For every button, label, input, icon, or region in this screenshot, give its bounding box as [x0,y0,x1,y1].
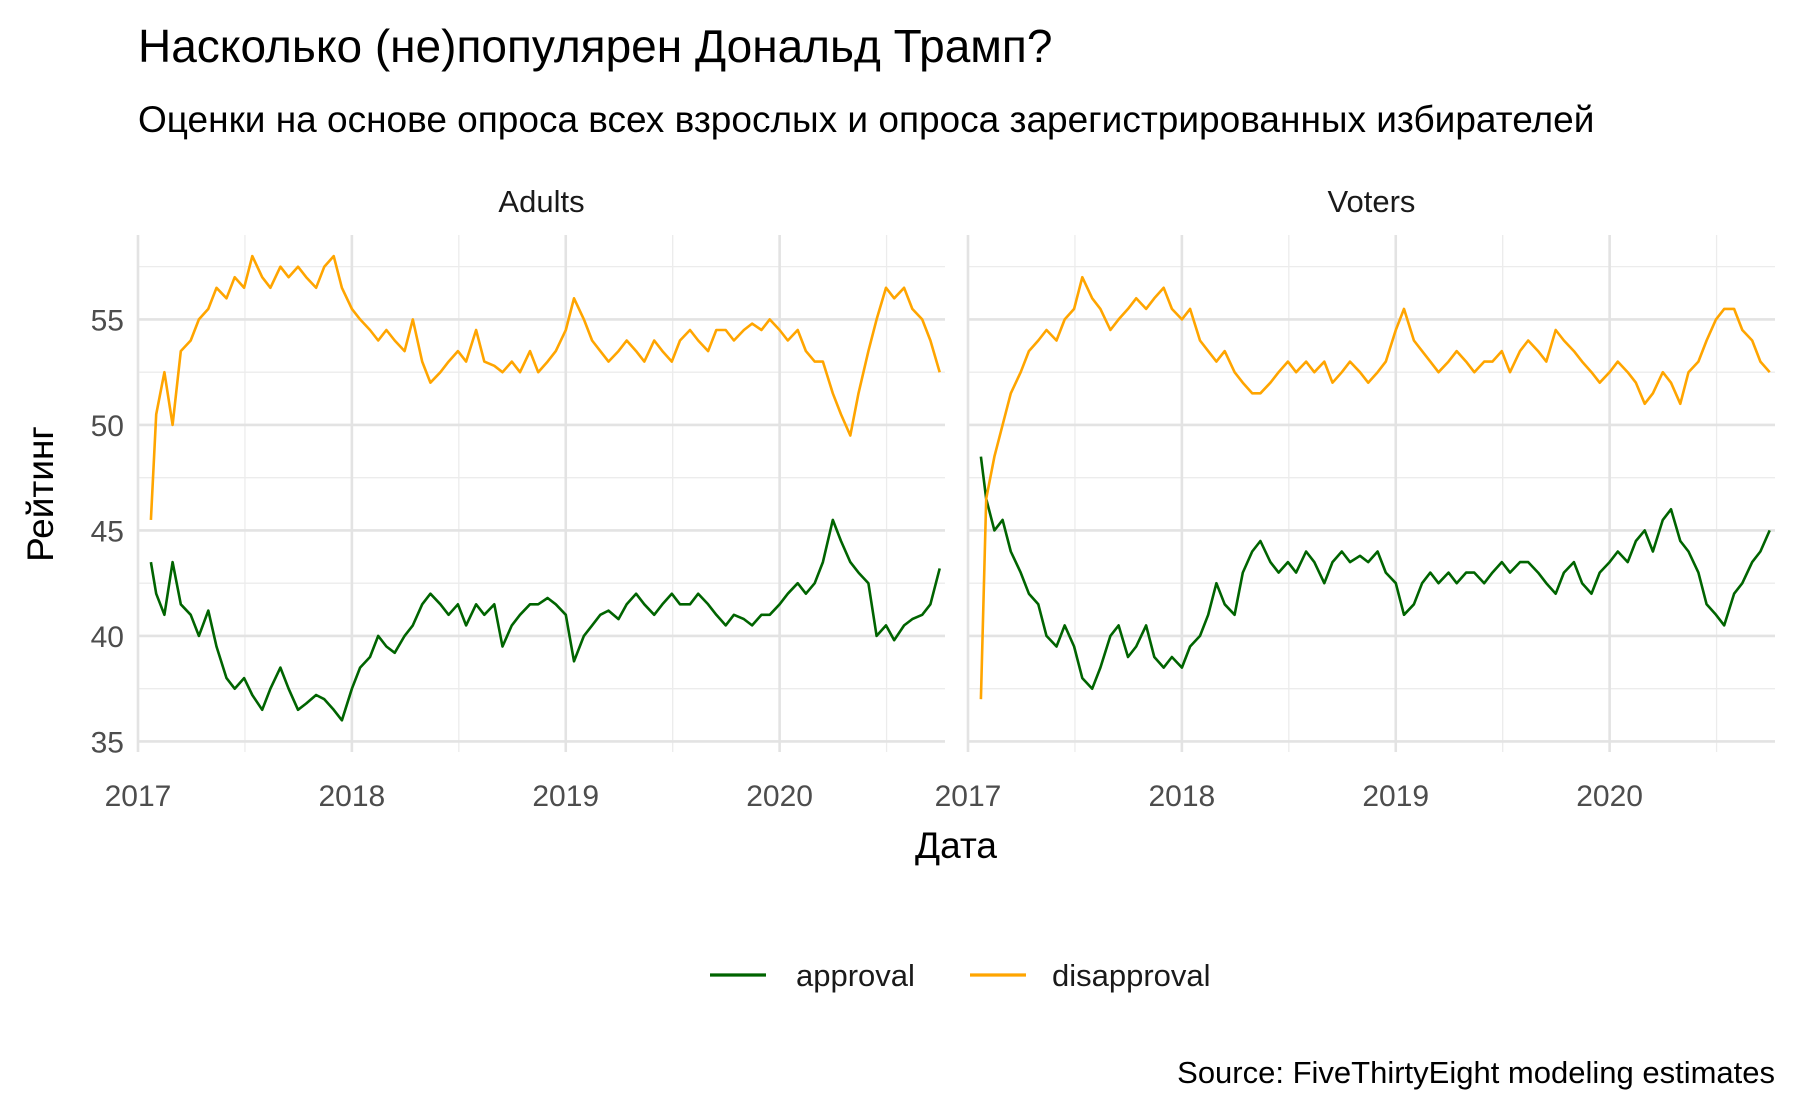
x-tick-label: 2018 [1149,780,1216,813]
y-tick-label: 55 [91,304,124,337]
legend-item-disapproval: disapproval [970,958,1211,993]
x-tick-label: 2020 [746,780,813,813]
facet-strip-label: Voters [1328,184,1416,219]
legend-item-approval: approval [710,958,915,993]
x-tick-label: 2019 [532,780,599,813]
legend-label-disapproval: disapproval [1052,958,1211,993]
chart-caption: Source: FiveThirtyEight modeling estimat… [1177,1055,1775,1090]
x-tick-label: 2020 [1576,780,1643,813]
y-tick-label: 45 [91,515,124,548]
chart-subtitle: Оценки на основе опроса всех взрослых и … [138,99,1594,140]
panel-adults: Adults 35 40 45 50 55 2017 2018 2019 2020 [91,184,945,813]
y-tick-label: 35 [91,726,124,759]
x-tick-label: 2019 [1362,780,1429,813]
series-line-disapproval [979,275,1771,700]
facet-strip-label: Adults [498,184,584,219]
series-line-disapproval [149,254,941,520]
x-tick-label: 2018 [319,780,386,813]
y-tick-label: 40 [91,621,124,654]
panel-voters: Voters 2017 2018 2019 2020 [935,184,1775,813]
x-tick-label: 2017 [105,780,172,813]
x-tick-label: 2017 [935,780,1002,813]
legend-label-approval: approval [796,958,915,993]
x-axis-label: Дата [915,825,997,866]
legend: approval disapproval [710,958,1211,993]
y-tick-label: 50 [91,410,124,443]
chart-title: Насколько (не)популярен Дональд Трамп? [138,20,1052,72]
series-line-approval [979,456,1771,690]
series-line-approval [149,518,941,722]
y-axis-label: Рейтинг [20,426,61,562]
panels: Adults 35 40 45 50 55 2017 2018 2019 2020 Voters 20… [91,184,1775,813]
